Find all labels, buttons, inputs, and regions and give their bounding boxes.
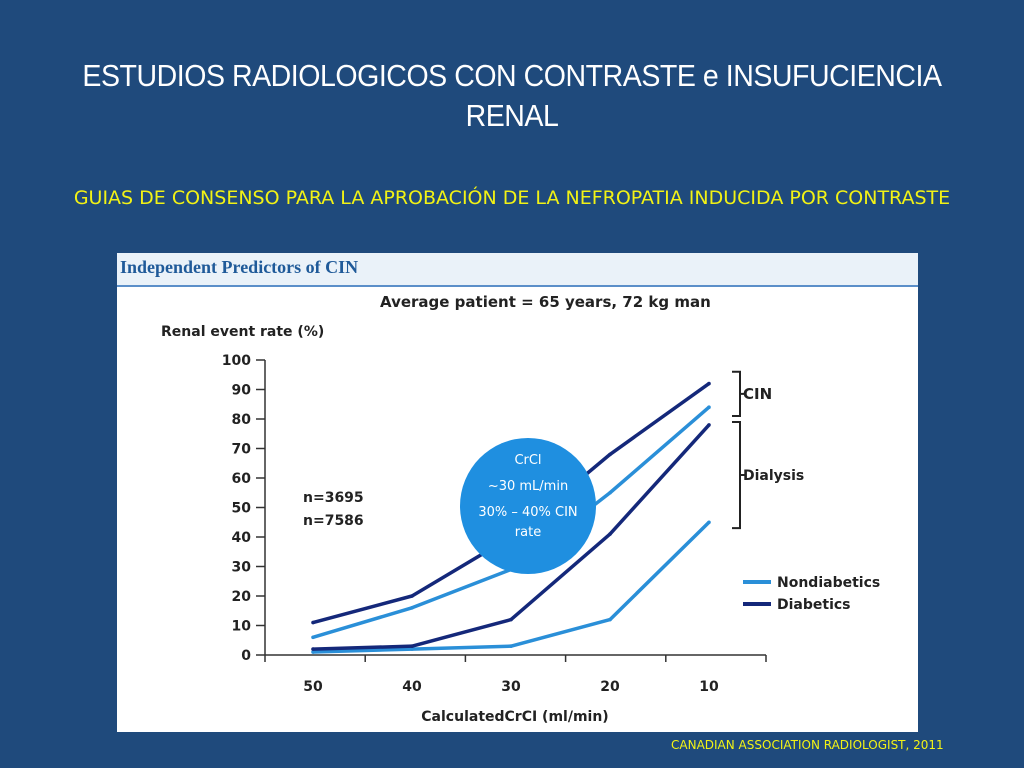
data-point [311,620,315,625]
chart-subtitle: Average patient = 65 years, 72 kg man [380,293,711,311]
data-point [410,647,414,651]
data-point [410,644,414,648]
data-point [509,617,513,622]
y-tick-label: 60 [232,471,252,487]
x-tick-label: 20 [600,679,620,695]
data-point [608,617,612,622]
data-point [608,490,612,495]
n-label: n=7586 [303,513,364,529]
chart-header-text: Independent Predictors of CIN [120,257,359,277]
crcl-callout-circle [460,438,596,574]
data-point [608,532,612,536]
bracket-cin [732,370,746,418]
n-label: n=3695 [303,490,364,506]
data-point [509,644,513,648]
y-axis-label: Renal event rate (%) [161,324,324,340]
y-tick-label: 20 [232,589,252,605]
crcl-callout-text: CrCl [514,453,541,468]
y-tick-label: 0 [241,648,251,664]
source-citation: CANADIAN ASSOCIATION RADIOLOGIST, 2011 [671,738,944,752]
y-tick-label: 100 [222,353,251,369]
bracket-dialysis-label: Dialysis [743,468,804,484]
bracket-cin-label: CIN [743,385,772,403]
x-axis-label: CalculatedCrCI (ml/min) [421,709,608,725]
line-chart: Average patient = 65 years, 72 kg man Ren… [161,293,880,725]
data-point [311,647,315,651]
y-tick-label: 40 [232,530,252,546]
crcl-callout-text: 30% – 40% CIN [478,505,577,520]
bracket-dialysis [732,420,746,530]
data-point [311,635,315,640]
legend-label-nondiabetics: Nondiabetics [777,575,880,591]
slide-subtitle: GUIAS DE CONSENSO PARA LA APROBACIÓN DE … [73,187,951,209]
legend-label-diabetics: Diabetics [777,597,851,613]
data-point [707,405,711,409]
data-point [707,381,711,386]
y-tick-label: 30 [232,560,252,576]
data-point [608,452,612,457]
data-point [410,594,414,598]
chart-header-bar: Independent Predictors of CIN [117,253,918,287]
y-tick-label: 50 [232,501,252,517]
data-point [707,520,711,525]
y-tick-label: 80 [232,412,252,428]
x-tick-label: 30 [501,679,521,695]
x-tick-label: 50 [303,679,323,695]
x-tick-label: 40 [402,679,422,695]
slide-title: ESTUDIOS RADIOLOGICOS CON CONTRASTE e IN… [82,58,942,133]
crcl-callout-text: ~30 mL/min [488,479,568,494]
x-tick-label: 10 [699,679,719,695]
data-point [410,606,414,610]
chart-panel: Independent Predictors of CIN Average pa… [117,253,918,732]
y-tick-label: 10 [232,619,252,635]
data-point [311,650,315,654]
data-point [707,423,711,427]
crcl-callout-text: rate [515,525,541,540]
y-tick-label: 70 [232,442,252,458]
y-tick-label: 90 [232,383,252,399]
